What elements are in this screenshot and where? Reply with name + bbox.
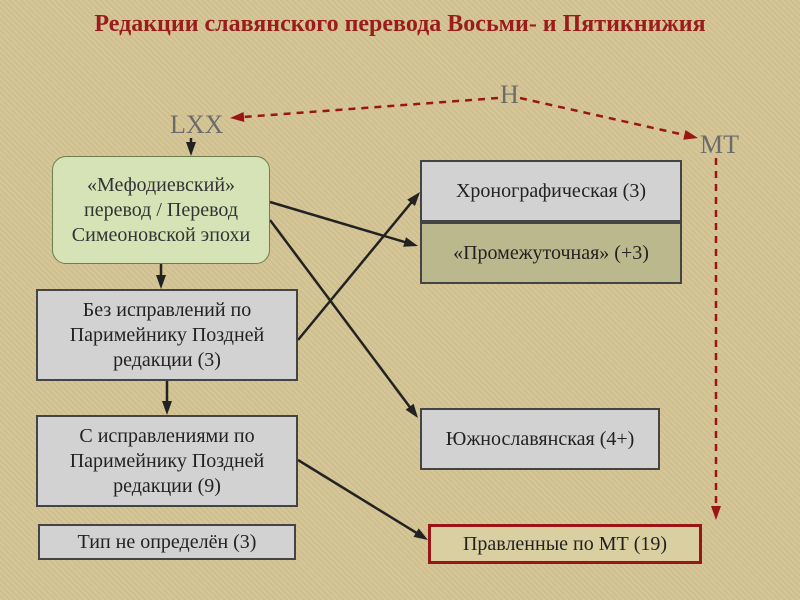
node-undetermined: Тип не определён (3) <box>38 524 296 560</box>
node-chronographic: Хронографическая (3) <box>420 160 682 222</box>
label-H: H <box>500 80 519 110</box>
diagram-title: Редакции славянского перевода Восьми- и … <box>0 10 800 39</box>
node-south-slavic: Южнославянская (4+) <box>420 408 660 470</box>
node-with-edits: С исправлениями по Паримейнику Поздней р… <box>36 415 298 507</box>
node-no-edits: Без исправлений по Паримейнику Поздней р… <box>36 289 298 381</box>
node-mt-corrected: Правленные по МТ (19) <box>428 524 702 564</box>
label-LXX: LXX <box>170 110 223 140</box>
node-methodius: «Мефодиевский» перевод / Перевод Симеоно… <box>52 156 270 264</box>
diagram-stage: Редакции славянского перевода Восьми- и … <box>0 0 800 600</box>
node-intermediate: «Промежуточная» (+3) <box>420 222 682 284</box>
label-MT: MT <box>700 130 739 160</box>
